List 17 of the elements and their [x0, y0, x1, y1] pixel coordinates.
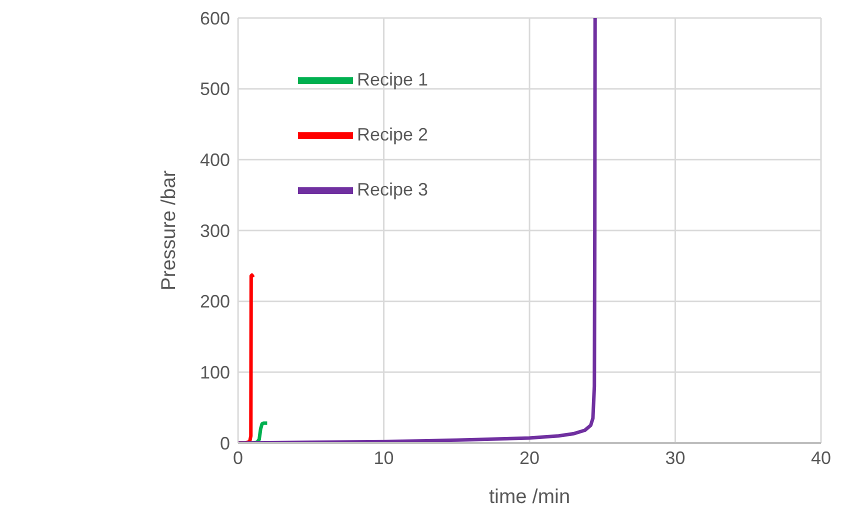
y-axis-title: Pressure /bar [158, 170, 180, 291]
legend-label: Recipe 3 [357, 179, 428, 200]
y-tick-label: 500 [200, 79, 230, 100]
y-tick-label: 300 [200, 220, 230, 241]
y-tick-label: 100 [200, 362, 230, 383]
y-tick-label: 600 [200, 8, 230, 28]
x-tick-label: 0 [233, 448, 244, 468]
x-tick-label: 40 [810, 448, 832, 468]
x-axis-title: time /min [488, 486, 570, 508]
y-tick-label: 0 [220, 433, 230, 454]
x-tick-label: 10 [374, 448, 394, 468]
x-tick-label: 30 [665, 448, 686, 468]
legend-label: Recipe 1 [357, 69, 428, 90]
legend-label: Recipe 2 [357, 124, 428, 144]
y-tick-label: 200 [200, 292, 230, 312]
y-tick-label: 400 [200, 150, 230, 170]
x-tick-label: 20 [520, 448, 540, 468]
